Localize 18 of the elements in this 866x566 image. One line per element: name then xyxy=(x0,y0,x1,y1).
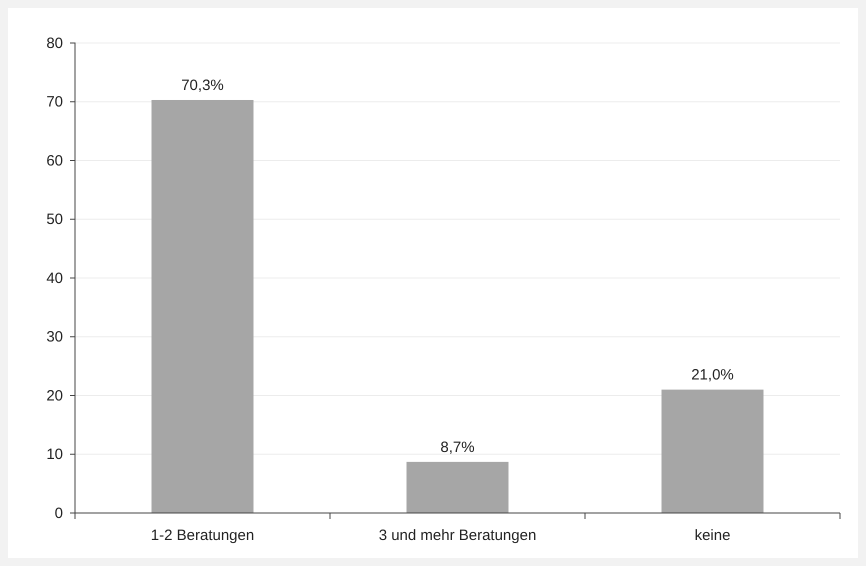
y-tick-label: 40 xyxy=(46,270,63,287)
y-tick-label: 0 xyxy=(54,504,63,522)
bar xyxy=(406,462,508,513)
bar xyxy=(152,100,254,513)
y-tick-label: 20 xyxy=(46,387,63,404)
y-tick-label: 80 xyxy=(46,34,63,52)
y-tick-label: 70 xyxy=(46,94,63,111)
x-tick-label: keine xyxy=(694,527,730,544)
data-label: 70,3% xyxy=(181,76,224,94)
x-tick-label: 1-2 Beratungen xyxy=(150,527,254,544)
y-tick-label: 50 xyxy=(46,211,63,228)
bar xyxy=(662,390,764,513)
x-tick-label: 3 und mehr Beratungen xyxy=(378,527,536,544)
data-label: 21,0% xyxy=(691,366,734,384)
y-tick-label: 30 xyxy=(46,328,63,346)
data-label: 8,7% xyxy=(440,438,475,456)
y-tick-label: 10 xyxy=(46,446,63,464)
y-tick-label: 60 xyxy=(46,152,63,170)
